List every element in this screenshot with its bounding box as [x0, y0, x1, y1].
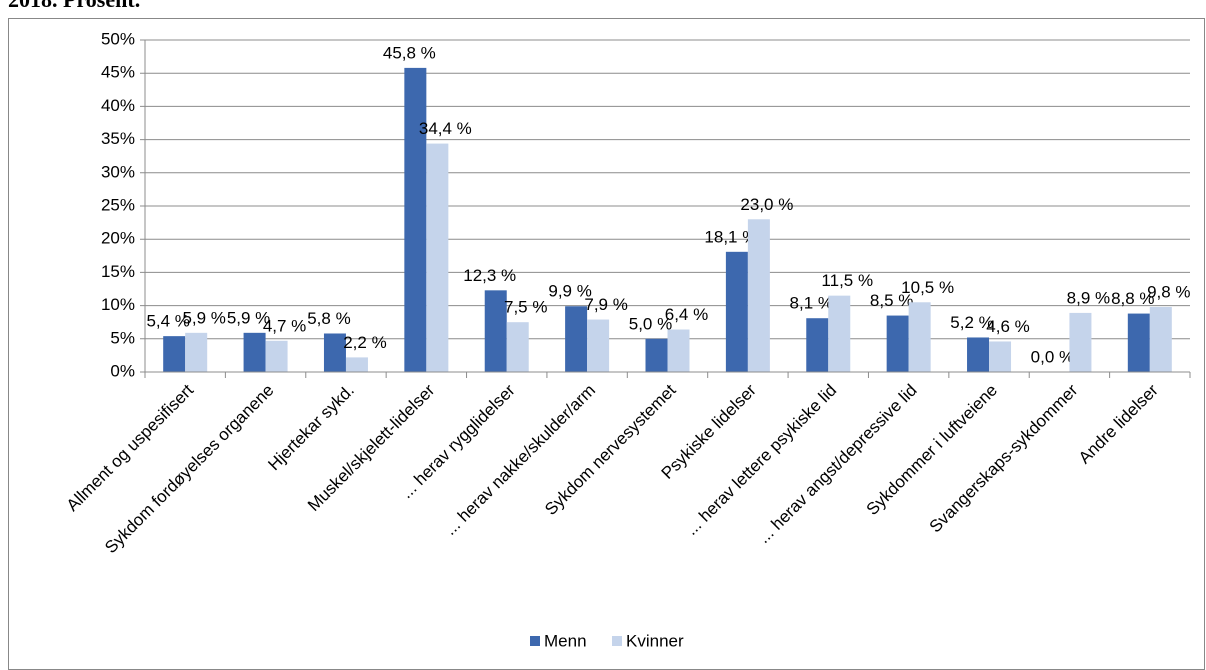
bar: [828, 295, 851, 372]
bar: [886, 315, 909, 372]
bar: [1127, 313, 1150, 372]
legend-label: Kvinner: [626, 631, 684, 650]
value-label: 2,2 %: [343, 333, 386, 352]
value-label: 4,6 %: [986, 317, 1029, 336]
value-label: 5,9 %: [182, 308, 225, 327]
bar: [484, 290, 507, 372]
bar: [323, 333, 346, 372]
bar: [426, 143, 449, 372]
x-tick-label: Sykdommer i luftveiene: [863, 381, 1001, 519]
value-label: 18,1 %: [704, 227, 757, 246]
value-label: 7,5 %: [504, 298, 547, 317]
bar: [908, 302, 931, 372]
x-tick-label: Svangerskaps-sykdommer: [926, 380, 1082, 536]
value-label: 0,0 %: [1031, 347, 1074, 366]
value-label: 45,8 %: [383, 43, 436, 62]
bar: [747, 219, 770, 372]
x-tick-label: Allment og uspesifisert: [63, 380, 198, 515]
value-label: 23,0 %: [740, 195, 793, 214]
x-tick-label: ... herav angst/depressive lid: [754, 381, 920, 547]
value-label: 12,3 %: [463, 266, 516, 285]
bar: [185, 332, 208, 372]
bar: [1149, 306, 1172, 372]
value-label: 5,2 %: [950, 313, 993, 332]
y-tick-label: 35%: [101, 129, 135, 148]
bar: [345, 357, 368, 372]
value-label: 6,4 %: [665, 305, 708, 324]
y-tick-label: 15%: [101, 262, 135, 281]
value-label: 8,5 %: [870, 291, 913, 310]
y-tick-label: 0%: [110, 361, 135, 380]
value-label: 4,7 %: [263, 316, 306, 335]
x-tick-label: Sykdom nervesystemet: [541, 380, 680, 519]
bar: [967, 337, 990, 372]
legend-swatch: [530, 636, 540, 646]
value-label: 5,4 %: [146, 312, 189, 331]
bar: [163, 336, 186, 372]
value-label: 7,9 %: [584, 295, 627, 314]
legend-label: Menn: [544, 631, 587, 650]
y-tick-label: 25%: [101, 195, 135, 214]
bar: [265, 340, 288, 372]
value-label: 8,9 %: [1067, 288, 1110, 307]
value-label: 8,8 %: [1111, 289, 1154, 308]
chart-title: 2018. Prosent.: [8, 0, 140, 12]
y-tick-label: 50%: [101, 29, 135, 48]
x-tick-label: Andre lidelser: [1075, 380, 1162, 467]
bar: [506, 322, 529, 372]
value-label: 5,8 %: [307, 309, 350, 328]
y-tick-label: 5%: [110, 328, 135, 347]
y-tick-label: 40%: [101, 96, 135, 115]
value-label: 9,9 %: [548, 282, 591, 301]
value-label: 10,5 %: [901, 278, 954, 297]
value-label: 9,8 %: [1147, 282, 1190, 301]
x-tick-label: Hjertekar sykd.: [264, 381, 358, 475]
bar: [645, 338, 668, 372]
value-label: 11,5 %: [821, 271, 873, 290]
value-label: 8,1 %: [790, 294, 833, 313]
x-tick-label: ... herav nakke/skulder/arm: [441, 381, 599, 539]
bar: [725, 251, 748, 372]
value-label: 34,4 %: [419, 119, 472, 138]
bar: [587, 319, 610, 372]
bar: [1069, 312, 1092, 372]
bar: [404, 67, 427, 372]
y-tick-label: 45%: [101, 63, 135, 82]
y-tick-label: 30%: [101, 162, 135, 181]
x-tick-label: ... herav lettere psykiske lid: [682, 381, 840, 539]
bar: [667, 329, 690, 372]
x-tick-label: Sykdom fordøyelses organene: [101, 381, 277, 557]
y-tick-label: 10%: [101, 295, 135, 314]
value-label: 5,9 %: [227, 308, 270, 327]
bar: [565, 306, 588, 372]
value-label: 5,0 %: [629, 314, 672, 333]
bar: [806, 318, 829, 372]
bar: [243, 332, 266, 372]
bar: [989, 341, 1012, 372]
y-tick-label: 20%: [101, 229, 135, 248]
legend-swatch: [612, 636, 622, 646]
